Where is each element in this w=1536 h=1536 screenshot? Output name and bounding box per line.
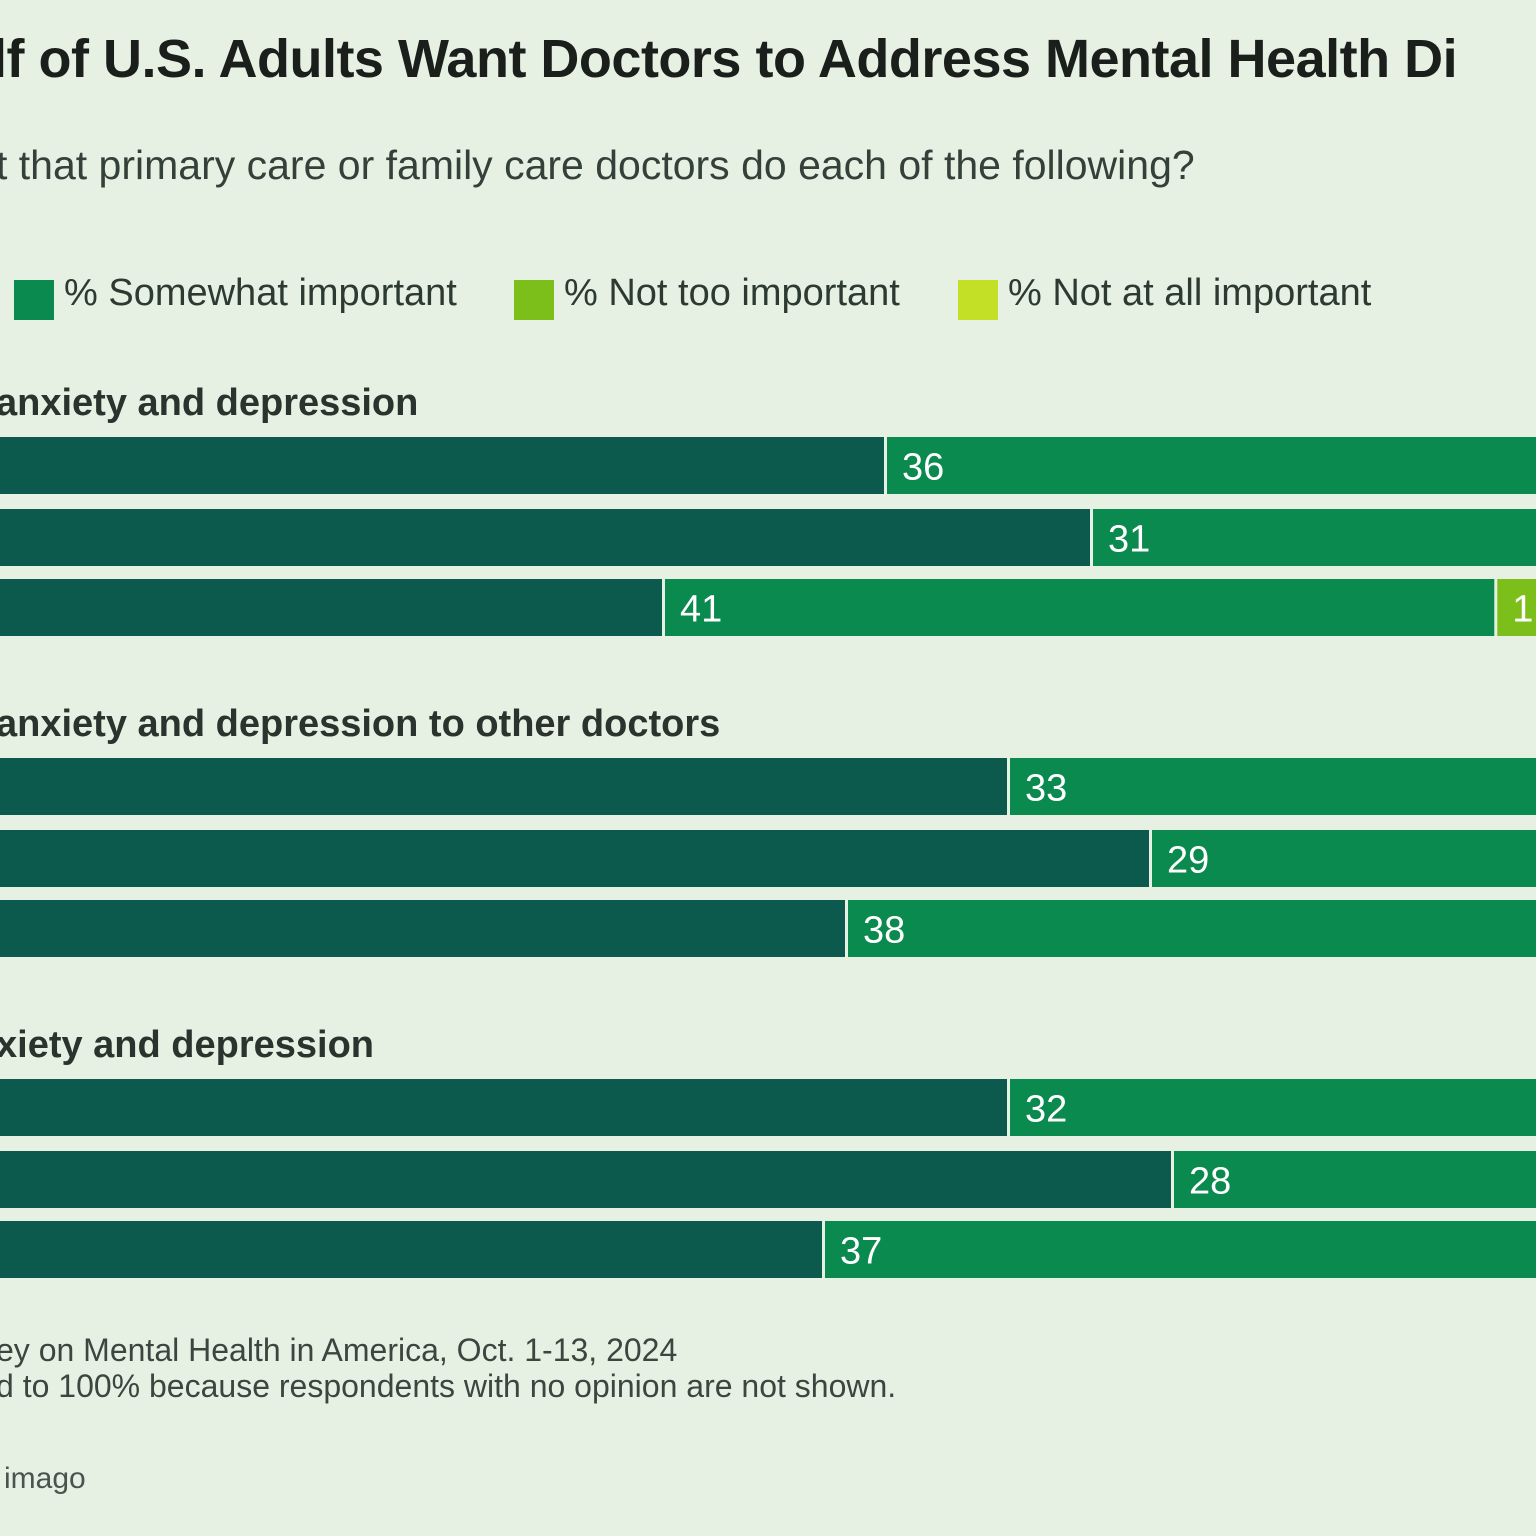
bar-2-2-somewhat-label: 29 (1167, 840, 1209, 882)
bar-1-1-somewhat-label: 36 (902, 447, 944, 489)
bar-3-3-somewhat-segment (824, 1221, 1536, 1278)
bar-2-2-somewhat-segment (1151, 830, 1536, 887)
bar-1-2-somewhat-label: 31 (1108, 519, 1150, 561)
legend-label-not-at-all-important: % Not at all important (1008, 272, 1372, 314)
footnote-source: ey on Mental Health in America, Oct. 1-1… (0, 1332, 678, 1368)
segment-divider (1494, 579, 1498, 636)
bar-1-3-not_too-label: 1 (1512, 589, 1533, 631)
legend-label-somewhat-important: % Somewhat important (64, 272, 457, 314)
image-credit: imago (4, 1462, 86, 1495)
bar-3-2-somewhat-segment (1173, 1151, 1536, 1208)
chart-subtitle: t that primary care or family care docto… (0, 142, 1195, 188)
bar-2-2-very-segment (0, 830, 1151, 887)
group-title-1: anxiety and depression (0, 382, 419, 424)
segment-divider (1149, 830, 1152, 887)
bar-3-1-very-segment (0, 1079, 1009, 1136)
segment-divider (822, 1221, 825, 1278)
bar-1-2-very-segment (0, 509, 1092, 566)
chart-title: lf of U.S. Adults Want Doctors to Addres… (0, 29, 1458, 89)
segment-divider (845, 900, 848, 957)
bar-3-1-somewhat-segment (1009, 1079, 1536, 1136)
bar-3-3-very-segment (0, 1221, 824, 1278)
bar-3-1-somewhat-label: 32 (1025, 1089, 1067, 1131)
footnote-note: d to 100% because respondents with no op… (0, 1368, 897, 1404)
bar-2-3-very-segment (0, 900, 847, 957)
segment-divider (884, 437, 887, 494)
bar-3-2-very-segment (0, 1151, 1173, 1208)
segment-divider (1090, 509, 1093, 566)
bar-1-3-somewhat-label: 41 (680, 589, 722, 631)
bar-2-3-somewhat-label: 38 (863, 910, 905, 952)
legend-swatch-not-too-important (514, 280, 554, 320)
bar-1-1-somewhat-segment (886, 437, 1536, 494)
legend-swatch-somewhat-important (14, 280, 54, 320)
bar-1-3-very-segment (0, 579, 664, 636)
group-title-3: xiety and depression (0, 1024, 375, 1066)
legend-swatch-not-at-all-important (958, 280, 998, 320)
bar-1-3-not_too-segment (1496, 579, 1536, 636)
group-title-2: anxiety and depression to other doctors (0, 703, 721, 745)
bar-3-2-somewhat-label: 28 (1189, 1161, 1231, 1203)
bar-2-1-somewhat-label: 33 (1025, 768, 1067, 810)
bar-1-1-very-segment (0, 437, 886, 494)
legend: % Somewhat important % Not too important… (0, 268, 1536, 324)
bar-3-3-somewhat-label: 37 (840, 1231, 882, 1273)
bar-2-1-somewhat-segment (1009, 758, 1536, 815)
segment-divider (1007, 1079, 1010, 1136)
bar-1-3-somewhat-segment (664, 579, 1497, 636)
bar-2-3-somewhat-segment (847, 900, 1536, 957)
segment-divider (662, 579, 665, 636)
segment-divider (1171, 1151, 1174, 1208)
segment-divider (1007, 758, 1010, 815)
legend-label-not-too-important: % Not too important (564, 272, 900, 314)
bar-2-1-very-segment (0, 758, 1009, 815)
bar-1-2-somewhat-segment (1092, 509, 1536, 566)
